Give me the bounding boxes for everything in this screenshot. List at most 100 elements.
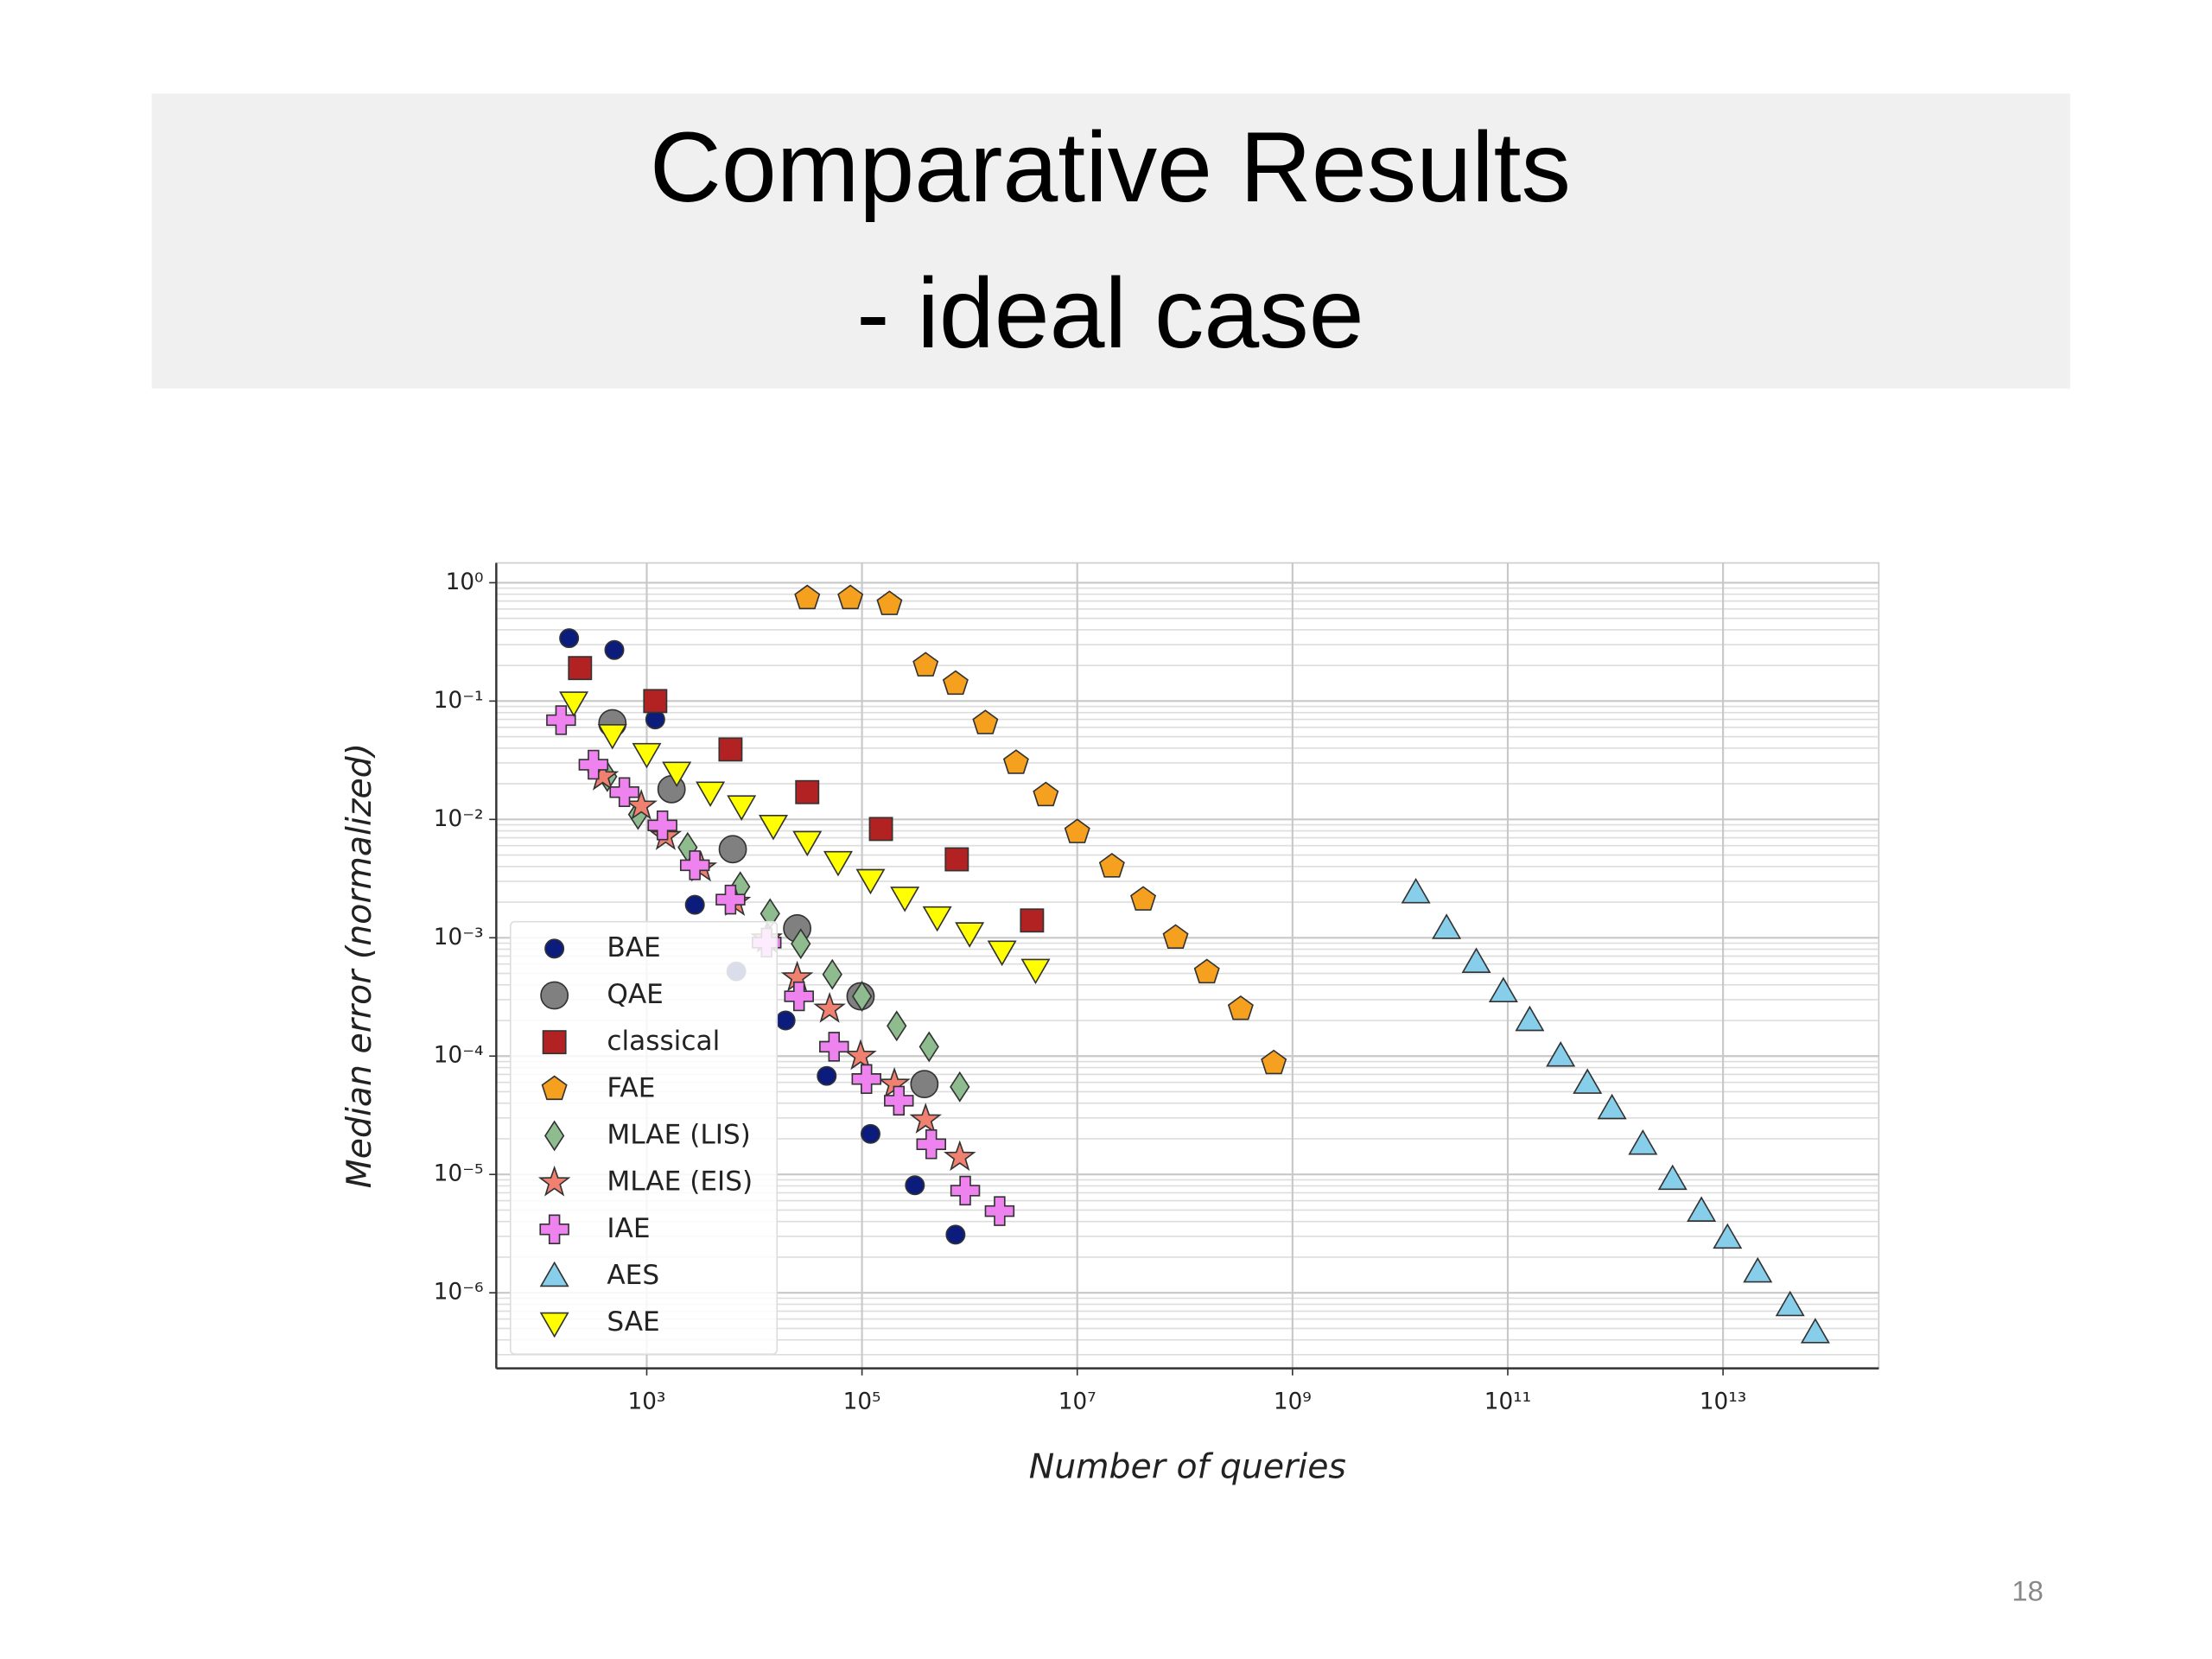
data-point — [942, 670, 969, 696]
data-point — [813, 992, 846, 1023]
data-point — [604, 639, 625, 660]
data-point — [822, 958, 842, 990]
data-point — [1687, 1196, 1717, 1222]
y-tick-label: 10⁻⁴ — [434, 1043, 484, 1069]
data-point — [887, 1010, 907, 1042]
data-point — [1033, 781, 1059, 807]
data-point — [718, 835, 747, 864]
data-point — [1775, 1290, 1805, 1317]
data-point — [855, 868, 886, 895]
data-point — [955, 922, 985, 948]
data-point — [597, 723, 627, 750]
data-point — [559, 691, 589, 717]
legend-marker — [544, 938, 565, 959]
x-tick-label: 10⁵ — [843, 1389, 881, 1414]
data-point — [1628, 1129, 1658, 1155]
data-point — [918, 1031, 939, 1063]
data-point — [851, 981, 873, 1012]
legend-box — [509, 920, 779, 1355]
data-point — [972, 709, 999, 734]
data-point — [912, 652, 939, 677]
data-point — [1064, 818, 1090, 843]
data-point — [987, 940, 1017, 967]
slide-title: Comparative Results — [650, 112, 1571, 223]
legend-label: QAE — [607, 979, 664, 1010]
data-point — [1713, 1223, 1743, 1249]
data-point — [625, 788, 658, 820]
x-tick-label: 10¹³ — [1700, 1389, 1746, 1414]
y-tick-label: 10⁻³ — [434, 925, 484, 950]
data-point — [844, 1039, 877, 1071]
data-point — [1130, 886, 1157, 911]
data-point — [1432, 913, 1462, 939]
data-point — [1261, 1049, 1287, 1075]
data-point — [851, 1064, 881, 1095]
data-point — [1515, 1005, 1545, 1032]
data-point — [1800, 1318, 1830, 1344]
y-axis-title: Median error (normalized) — [340, 743, 379, 1188]
data-point — [868, 817, 893, 842]
data-point — [679, 850, 710, 880]
data-point — [944, 847, 969, 872]
data-point — [643, 689, 668, 714]
data-point — [1227, 995, 1254, 1020]
data-point — [945, 1224, 966, 1245]
data-point — [823, 850, 853, 877]
y-tick-label: 10⁰ — [446, 569, 484, 595]
legend-marker — [539, 1312, 569, 1338]
data-point — [718, 737, 743, 762]
title-box — [151, 93, 2070, 389]
data-point — [1743, 1256, 1773, 1283]
data-point — [696, 781, 726, 807]
x-tick-label: 10¹¹ — [1484, 1389, 1531, 1414]
data-point — [909, 1103, 943, 1134]
data-point — [1546, 1041, 1576, 1067]
data-point — [632, 742, 662, 769]
data-point — [984, 1196, 1015, 1226]
legend-label: classical — [607, 1026, 720, 1057]
y-tick-label: 10⁻¹ — [434, 688, 484, 714]
legend-marker — [539, 1261, 569, 1287]
data-point — [662, 761, 692, 788]
legend-label: MLAE (LIS) — [607, 1119, 750, 1150]
data-point — [546, 705, 576, 735]
data-point — [1597, 1093, 1627, 1120]
legend-label: AES — [607, 1260, 659, 1291]
legend-label: BAE — [607, 932, 660, 963]
data-point — [647, 810, 677, 841]
data-point — [559, 628, 580, 649]
legend-marker — [537, 1165, 571, 1197]
data-point — [784, 981, 814, 1012]
data-point — [758, 814, 788, 841]
y-tick-label: 10⁻² — [434, 806, 484, 832]
data-point — [568, 656, 593, 681]
data-point — [950, 1071, 970, 1103]
legend-marker — [539, 1214, 569, 1244]
data-point — [727, 795, 757, 821]
data-point — [860, 1123, 880, 1144]
data-point — [890, 887, 920, 912]
data-point — [944, 1140, 976, 1172]
data-point — [1002, 749, 1029, 774]
data-point — [916, 1129, 946, 1160]
legend-label: SAE — [607, 1306, 659, 1338]
data-point — [1461, 947, 1491, 974]
legend-label: IAE — [607, 1213, 650, 1244]
x-axis-title: Number of queries — [1029, 1447, 1346, 1487]
data-point — [794, 584, 821, 610]
x-tick-label: 10⁷ — [1058, 1389, 1096, 1414]
data-point — [1401, 877, 1431, 904]
data-point — [1162, 924, 1189, 950]
y-tick-label: 10⁻⁵ — [434, 1161, 484, 1187]
data-point — [876, 590, 903, 615]
page-number: 18 — [2012, 1575, 2044, 1607]
data-point — [817, 1065, 837, 1086]
data-point — [819, 1032, 849, 1062]
data-point — [884, 1085, 914, 1116]
data-point — [1098, 853, 1125, 878]
data-point — [1488, 976, 1518, 1003]
data-point — [950, 1175, 981, 1206]
x-tick-label: 10⁹ — [1274, 1389, 1312, 1414]
data-point — [1573, 1068, 1603, 1094]
